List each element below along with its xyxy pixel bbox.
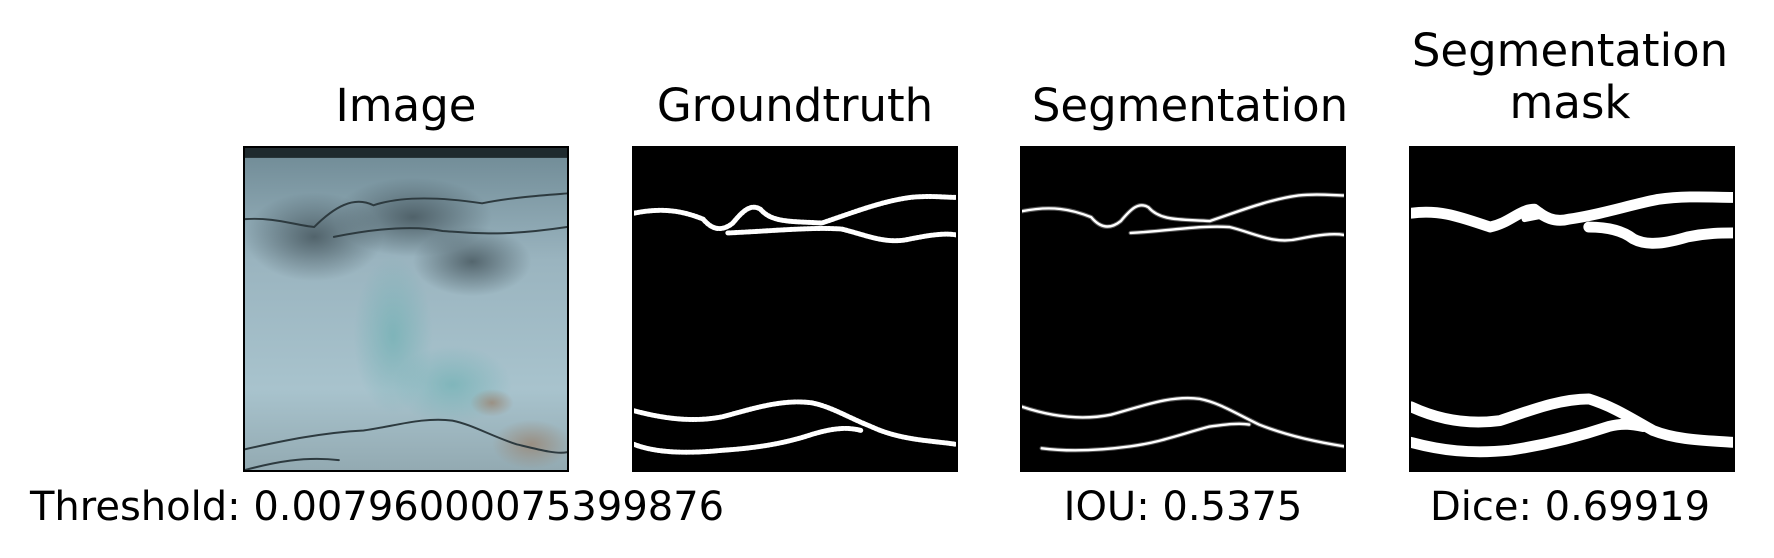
groundtruth-image — [632, 146, 958, 472]
image-title: Image — [335, 79, 477, 132]
threshold-caption: Threshold: 0.00796000075399876 — [30, 484, 725, 530]
segmentation-mask-title-line1: Segmentation — [1411, 24, 1729, 77]
segmentation-title: Segmentation — [1031, 79, 1349, 132]
dice-caption: Dice: 0.69919 — [1429, 484, 1711, 530]
segmentation-mask-title: Segmentation mask — [1380, 25, 1760, 129]
segmentation-image — [1020, 146, 1346, 472]
groundtruth-title: Groundtruth — [656, 79, 934, 132]
segmentation-mask-title-line2: mask — [1509, 76, 1631, 129]
segmentation-mask-image — [1409, 146, 1735, 472]
iou-caption: IOU: 0.5375 — [1063, 484, 1303, 530]
input-image — [243, 146, 569, 472]
